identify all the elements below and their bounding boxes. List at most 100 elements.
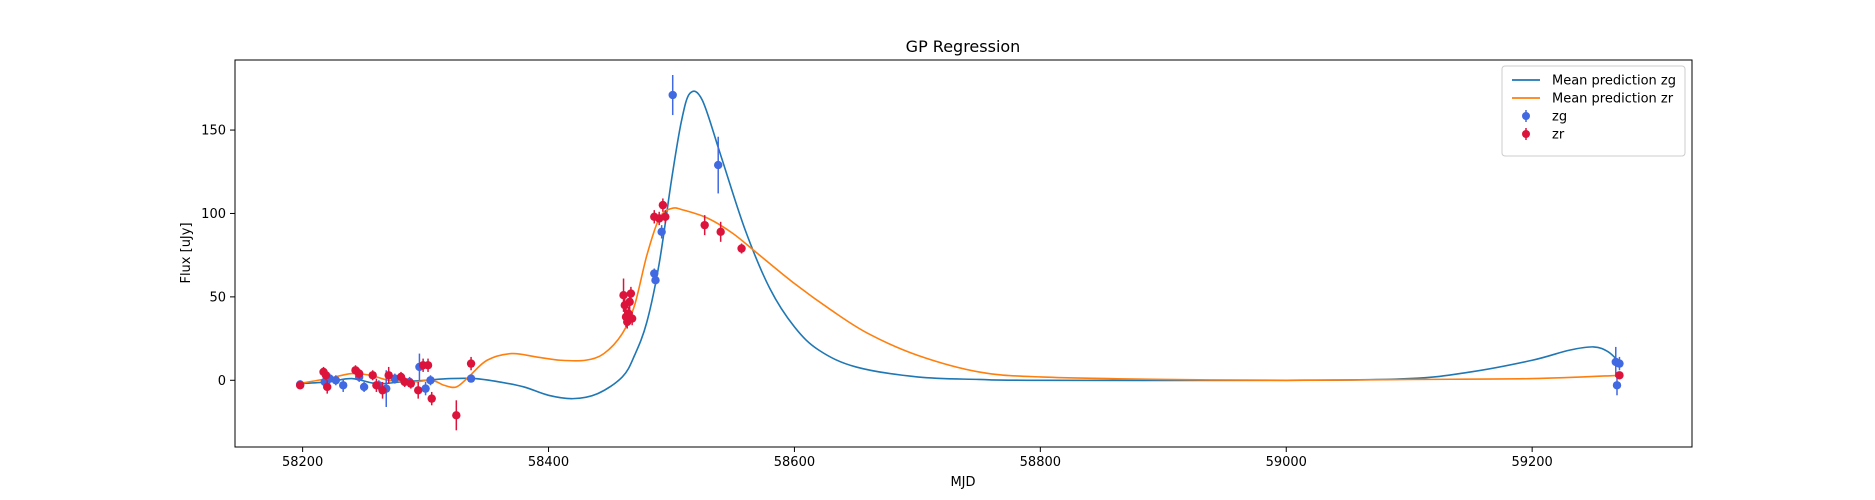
legend-box (1501, 65, 1686, 157)
data-point-zr (372, 378, 381, 392)
marker (657, 227, 666, 237)
prediction-lines (298, 90, 1622, 400)
data-point-zg (426, 375, 435, 386)
chart-title: GP Regression (906, 37, 1021, 56)
legend-label: zg (1552, 110, 1567, 125)
data-point-zr (627, 311, 637, 326)
data-point-zr (452, 400, 461, 431)
x-axis-label: MJD (950, 475, 975, 490)
marker (384, 371, 393, 380)
x-tick-label: 59200 (1511, 455, 1552, 470)
marker (627, 314, 637, 323)
x-tick-label: 58400 (528, 455, 569, 470)
marker (372, 381, 381, 390)
marker (625, 297, 634, 307)
marker (423, 361, 433, 370)
data-point-zr (737, 243, 746, 254)
marker (295, 381, 305, 390)
legend-label: Mean prediction zr (1552, 92, 1674, 107)
marker (406, 379, 416, 388)
y-axis-label: Flux [uJy] (179, 222, 194, 283)
legend-swatch-marker (1522, 130, 1530, 138)
marker (626, 289, 636, 298)
marker (323, 382, 332, 392)
marker (668, 90, 677, 100)
x-tick-label: 58200 (282, 455, 323, 470)
observation-points (295, 75, 1624, 431)
data-point-zg (651, 275, 660, 286)
marker (737, 244, 746, 253)
marker (368, 371, 377, 380)
x-tick-label: 59000 (1266, 455, 1307, 470)
prediction-line-zr (298, 207, 1621, 389)
marker (321, 371, 331, 380)
data-point-zr (661, 210, 670, 224)
data-point-zg (359, 381, 369, 392)
y-axis-ticks: 0 50 100 150 (201, 124, 235, 389)
marker (466, 374, 476, 383)
y-tick-label: 50 (209, 290, 226, 305)
data-point-zg (466, 374, 476, 383)
marker (650, 269, 659, 278)
data-point-zr (427, 391, 436, 406)
data-point-zg (714, 136, 723, 194)
marker (331, 376, 341, 385)
data-point-zr (321, 370, 331, 381)
y-tick-label: 0 (218, 374, 226, 389)
x-tick-label: 58600 (774, 455, 815, 470)
x-axis-ticks: 58200 58400 58600 58800 59000 59200 (282, 447, 1553, 470)
data-point-zr (1615, 371, 1624, 380)
data-point-zg (338, 378, 348, 392)
legend-entry-zr: zr (1522, 128, 1565, 143)
y-tick-label: 150 (201, 124, 226, 139)
marker (1612, 381, 1622, 390)
data-point-zr (295, 381, 305, 390)
marker (452, 411, 461, 420)
data-point-zg (668, 75, 677, 116)
data-point-zr (423, 358, 433, 372)
data-point-zr (658, 198, 668, 212)
data-point-zr (700, 215, 709, 236)
marker (354, 369, 364, 378)
data-point-zg (331, 375, 341, 386)
data-point-zr (384, 366, 393, 384)
data-point-zr (354, 368, 364, 379)
data-point-zr (368, 370, 377, 381)
data-point-zr (716, 221, 725, 242)
marker (359, 382, 369, 392)
marker (658, 200, 668, 210)
marker (700, 220, 709, 230)
legend-entry-zg: zg (1522, 110, 1567, 125)
x-tick-label: 58800 (1020, 455, 1061, 470)
marker (466, 359, 476, 368)
data-point-zg (657, 225, 666, 239)
data-point-zr (406, 378, 416, 389)
marker (661, 212, 670, 222)
marker (426, 376, 435, 385)
data-point-zg (421, 381, 430, 396)
legend: Mean prediction zg Mean prediction zr zg zr (1501, 65, 1686, 157)
legend-entry-mean-prediction-zg: Mean prediction zg (1512, 74, 1676, 89)
plot-area (234, 59, 1693, 448)
data-point-zr (466, 356, 476, 371)
marker (421, 384, 430, 393)
legend-entry-mean-prediction-zr: Mean prediction zr (1512, 92, 1674, 107)
marker (338, 381, 348, 390)
legend-swatch-marker (1522, 112, 1530, 120)
marker (414, 386, 423, 395)
marker (714, 160, 723, 170)
marker (1615, 371, 1624, 380)
marker (619, 291, 628, 300)
data-point-zg (1615, 356, 1624, 371)
data-point-zr (414, 381, 423, 399)
marker (651, 275, 660, 285)
marker (1615, 359, 1624, 368)
data-point-zr (626, 286, 636, 301)
marker (378, 386, 387, 395)
marker (716, 227, 725, 237)
legend-label: zr (1552, 128, 1565, 143)
y-tick-label: 100 (201, 207, 226, 222)
marker (427, 394, 436, 403)
data-point-zr (378, 381, 387, 399)
